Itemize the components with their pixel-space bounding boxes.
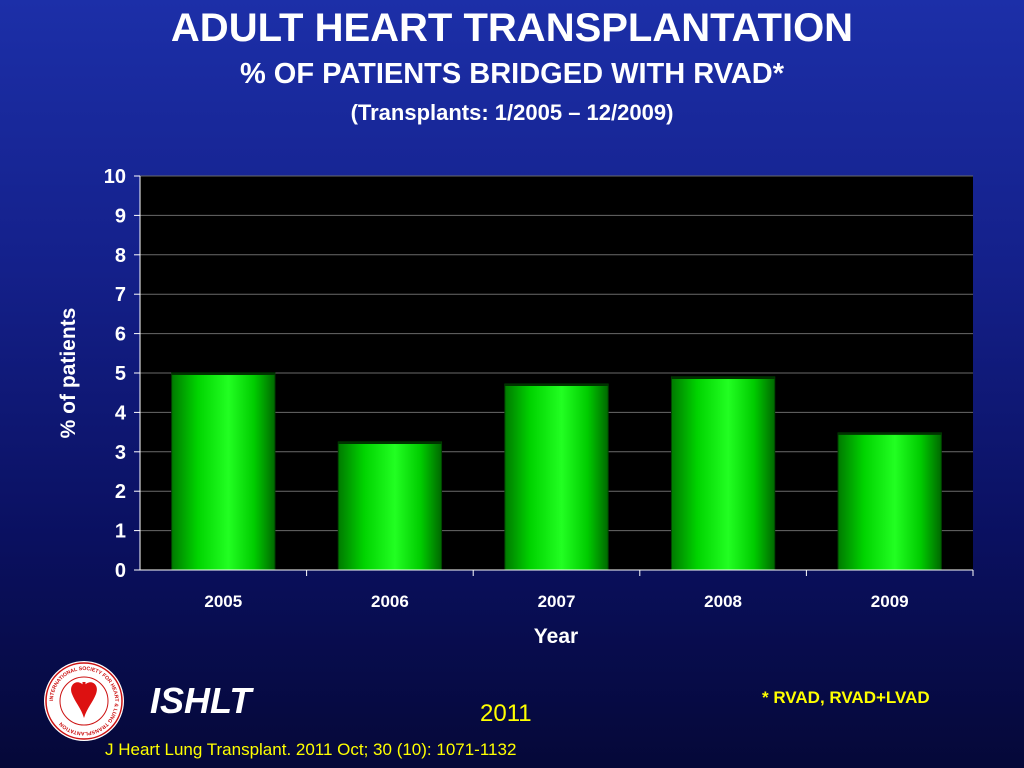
footnote: * RVAD, RVAD+LVAD [762,688,930,707]
bars [171,372,942,571]
x-axis-title: Year [534,625,578,648]
ishlt-logo: INTERNATIONAL SOCIETY FOR HEART & LUNG T… [44,661,124,741]
y-tick-label: 8 [115,245,126,267]
x-tick-label: 2006 [371,592,409,611]
x-tick-label: 2009 [871,592,909,611]
y-tick-label: 0 [115,560,126,582]
bar-2007 [504,383,609,571]
transplant-period: (Transplants: 1/2005 – 12/2009) [350,100,674,125]
y-tick-label: 4 [115,402,127,424]
x-tick-label: 2008 [704,592,742,611]
y-axis-title: % of patients [57,308,80,439]
ishlt-brand: ISHLT [150,680,252,721]
y-tick-label: 6 [115,324,126,346]
slide-subtitle: % OF PATIENTS BRIDGED WITH RVAD* [239,58,785,90]
y-tick-label: 3 [115,442,126,464]
bar-chart: 0 1 2 3 4 5 6 7 8 9 10 2005 2006 2007 2008 2009 Year %… [57,166,974,648]
y-tick-label: 7 [115,284,126,306]
y-tick-label: 5 [115,363,126,385]
bar-2008 [670,376,776,571]
y-tick-label: 2 [115,481,126,503]
y-tick-label: 9 [115,205,126,227]
x-tick-label: 2007 [538,592,576,611]
bar-2009 [837,432,942,571]
bar-2005 [171,372,276,571]
x-tick-label: 2005 [204,592,242,611]
y-axis-ticks: 0 1 2 3 4 5 6 7 8 9 10 [104,166,140,582]
y-tick-label: 1 [115,521,126,543]
bar-2006 [337,441,443,571]
x-axis-ticks: 2005 2006 2007 2008 2009 [204,570,974,611]
publication-year: 2011 [480,700,532,727]
slide-title: ADULT HEART TRANSPLANTATION [170,6,854,50]
citation: J Heart Lung Transplant. 2011 Oct; 30 (1… [105,740,517,759]
y-tick-label: 10 [104,166,126,188]
